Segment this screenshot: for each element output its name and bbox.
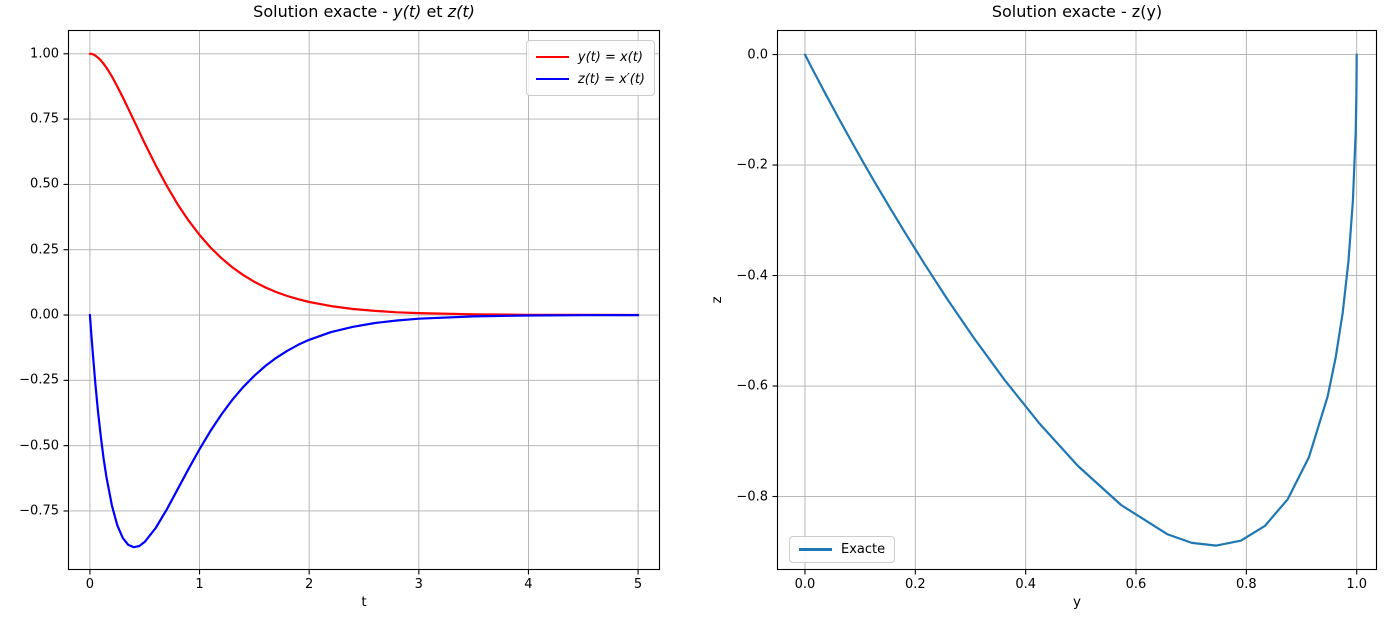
right-plot-canvas xyxy=(772,29,1378,575)
legend-label-y: y(t) = x(t) xyxy=(577,49,643,65)
left-plot-legend: y(t) = x(t) z(t) = x′(t) xyxy=(525,40,655,96)
x-tick-label: 1 xyxy=(195,577,204,592)
left-plot-title-math2: z(t) xyxy=(447,2,475,21)
x-tick-label: 2 xyxy=(305,577,314,592)
x-tick-label: 1.0 xyxy=(1346,577,1368,592)
right-plot-title: Solution exacte - z(y) xyxy=(991,2,1163,21)
y-tick-label: 0.50 xyxy=(30,176,59,192)
left-plot: Solution exacte - y(t) et z(t) y(t) = x(… xyxy=(19,3,661,610)
right-plot-xlabel: y xyxy=(1073,594,1081,610)
right-plot-ylabel: z xyxy=(709,296,725,304)
left-plot-title-mid: et xyxy=(421,2,448,21)
legend-entry-exacte: Exacte xyxy=(799,542,885,557)
y-tick-label: −0.6 xyxy=(736,378,768,394)
x-tick-label: 0.8 xyxy=(1236,577,1257,592)
legend-entry-z: z(t) = x′(t) xyxy=(535,68,645,90)
y-tick-label: 1.00 xyxy=(30,46,59,62)
left-plot-xlabel: t xyxy=(361,594,367,610)
left-plot-title-prefix: Solution exacte - xyxy=(253,2,394,21)
red-line-swatch-icon xyxy=(535,55,569,59)
left-plot-title-math1: y(t) xyxy=(393,2,422,21)
y-tick-label: 0.0 xyxy=(747,47,768,63)
y-tick-label: −0.8 xyxy=(736,489,768,505)
x-tick-label: 0.0 xyxy=(794,577,816,592)
x-tick-label: 3 xyxy=(414,577,423,592)
left-plot-canvas xyxy=(63,29,661,575)
right-plot: Solution exacte - z(y) Exacte y z 0.0 0.2… xyxy=(709,3,1378,610)
x-tick-label: 5 xyxy=(633,577,643,592)
x-tick-label: 0.4 xyxy=(1015,577,1036,592)
y-tick-label: 0.25 xyxy=(30,242,59,258)
left-plot-title: Solution exacte - y(t) et z(t) xyxy=(68,3,660,21)
legend-label-z: z(t) = x′(t) xyxy=(577,71,645,87)
steelblue-line-swatch-icon xyxy=(799,548,832,551)
x-tick-label: 4 xyxy=(524,577,533,592)
legend-label-exacte: Exacte xyxy=(841,542,886,557)
y-tick-label: 0.00 xyxy=(30,307,59,323)
y-tick-label: −0.75 xyxy=(19,503,59,519)
y-tick-label: −0.25 xyxy=(19,372,59,388)
x-tick-label: 0.2 xyxy=(904,577,926,592)
y-tick-label: −0.50 xyxy=(19,438,59,454)
y-tick-label: −0.4 xyxy=(736,268,768,284)
blue-line-swatch-icon xyxy=(535,77,569,81)
y-tick-label: −0.2 xyxy=(736,157,768,173)
x-tick-label: 0 xyxy=(85,577,95,592)
right-plot-legend: Exacte xyxy=(789,536,896,563)
y-tick-label: 0.75 xyxy=(30,111,59,127)
x-tick-label: 0.6 xyxy=(1125,577,1147,592)
legend-entry-y: y(t) = x(t) xyxy=(535,46,645,68)
